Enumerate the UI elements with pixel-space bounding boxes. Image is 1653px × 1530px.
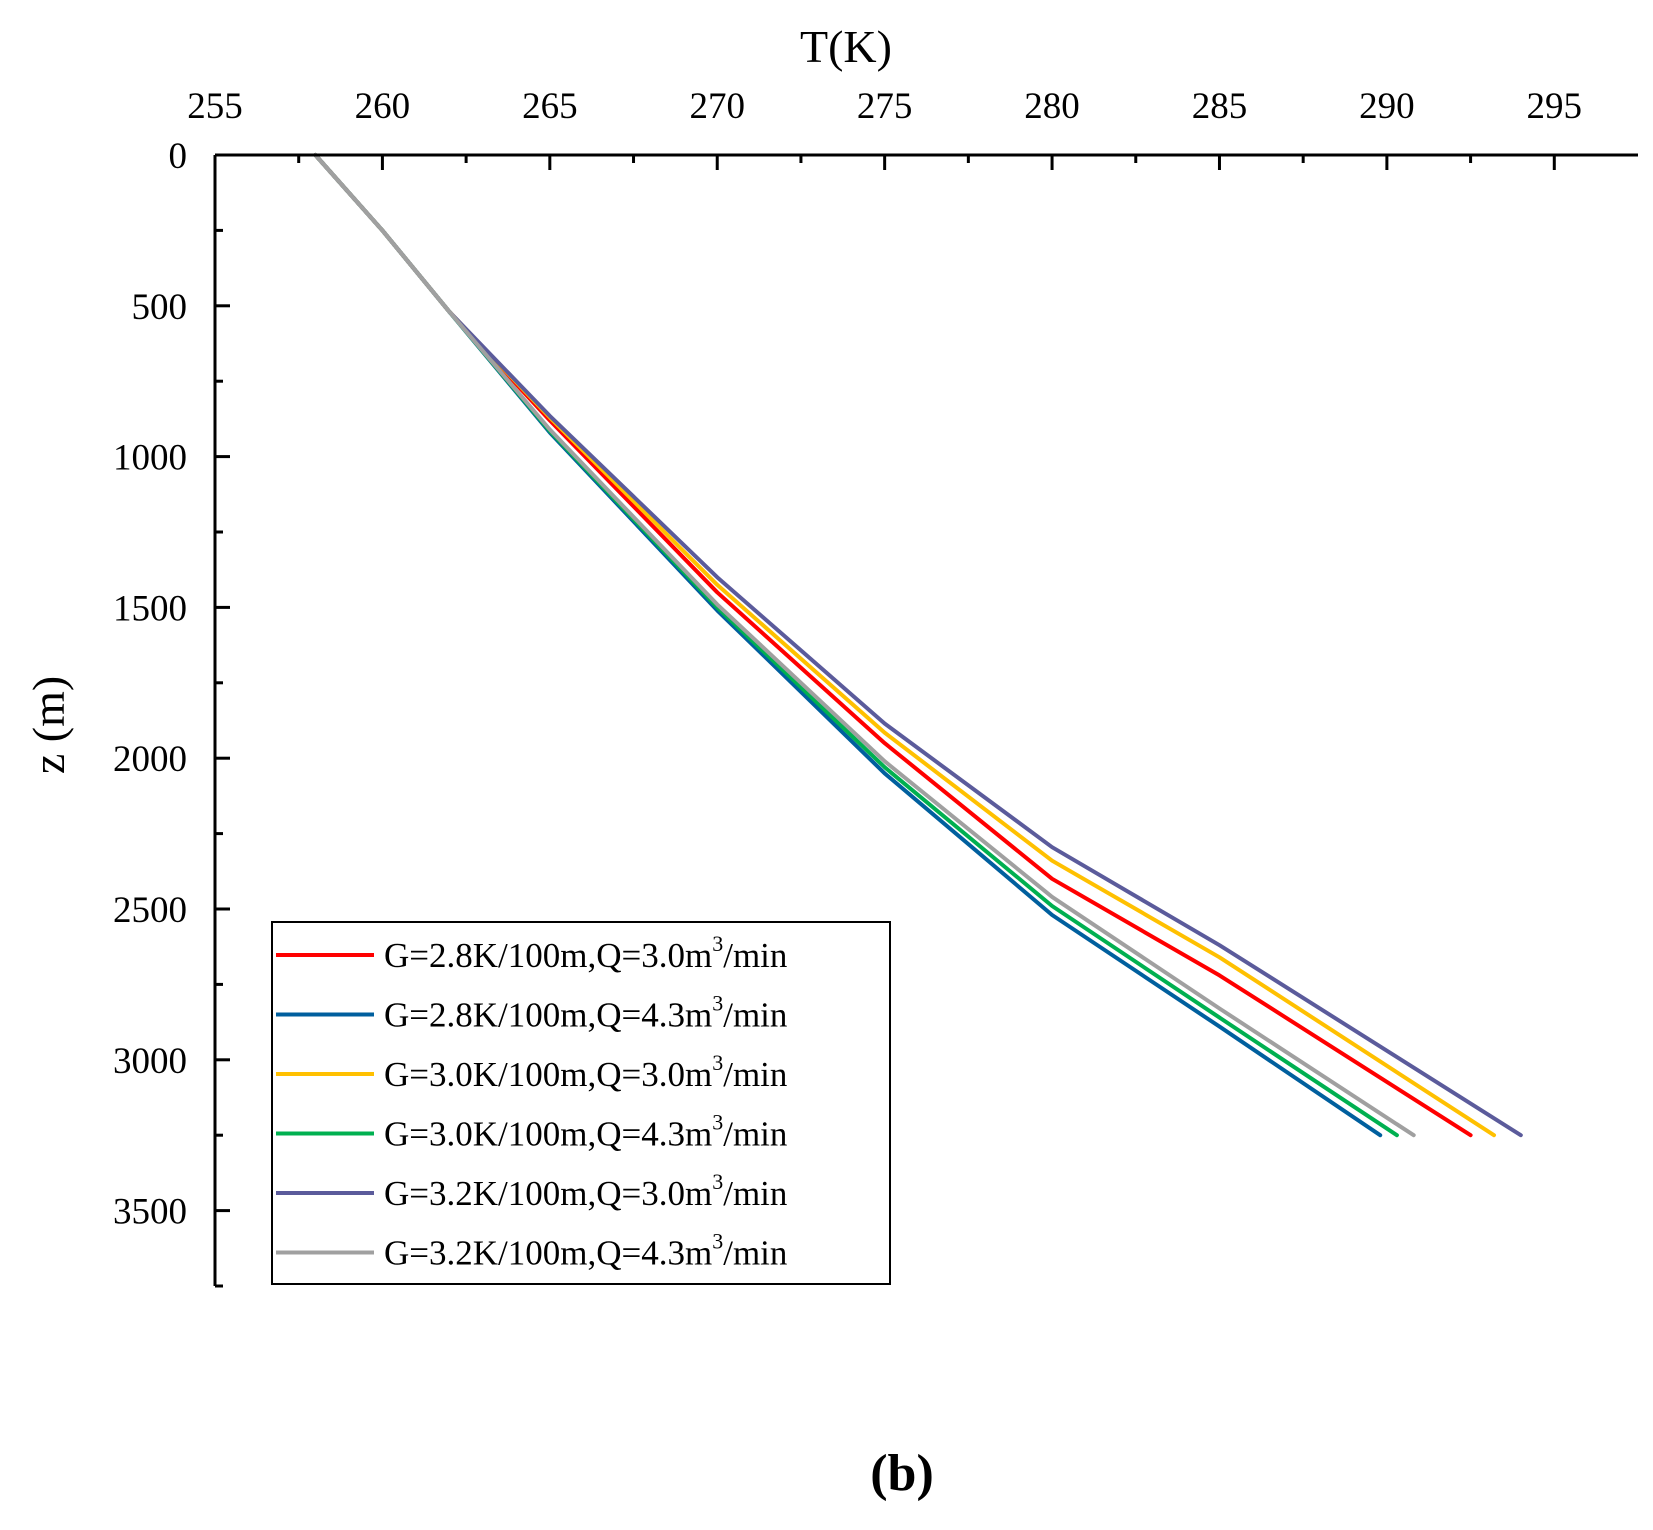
y-tick-label: 2500	[113, 890, 187, 931]
legend-label: G=2.8K/100m,Q=3.0m3/min	[384, 931, 787, 975]
axes-layer: 255 260 265 270 275 280 285 290 295 0 500 1000 1500 2…	[113, 86, 1638, 1288]
legend-label: G=3.2K/100m,Q=4.3m3/min	[384, 1229, 787, 1273]
y-tick-label: 0	[169, 136, 188, 177]
legend-label-main: G=3.0K/100m,Q=4.3m	[384, 1115, 712, 1154]
x-tick-label: 270	[689, 86, 745, 127]
x-tick-label: 275	[857, 86, 913, 127]
y-tick-label: 2000	[113, 739, 187, 780]
x-axis-title: T(K)	[800, 21, 892, 72]
legend: G=2.8K/100m,Q=3.0m3/minG=2.8K/100m,Q=4.3…	[271, 921, 891, 1285]
legend-label-main: G=2.8K/100m,Q=4.3m	[384, 996, 712, 1035]
legend-label-main: G=3.2K/100m,Q=3.0m	[384, 1174, 712, 1213]
legend-label-superscript: 3	[712, 991, 723, 1016]
legend-label-tail: /min	[723, 996, 787, 1035]
y-tick-label: 1500	[113, 588, 187, 629]
y-tick-label: 3500	[113, 1192, 187, 1233]
legend-label-main: G=2.8K/100m,Q=3.0m	[384, 936, 712, 975]
legend-label-main: G=3.2K/100m,Q=4.3m	[384, 1234, 712, 1273]
series-layer	[313, 153, 1523, 1138]
legend-label-superscript: 3	[712, 1050, 723, 1075]
y-axis-title: z (m)	[23, 676, 74, 774]
y-tick-label: 1000	[113, 438, 187, 479]
x-tick-label: 280	[1024, 86, 1080, 127]
legend-label: G=3.2K/100m,Q=3.0m3/min	[384, 1169, 787, 1213]
legend-label-tail: /min	[723, 1055, 787, 1094]
x-tick-label: 260	[355, 86, 411, 127]
legend-label: G=3.0K/100m,Q=4.3m3/min	[384, 1110, 787, 1154]
legend-label-superscript: 3	[712, 1229, 723, 1254]
x-tick-label: 295	[1527, 86, 1583, 127]
legend-label-superscript: 3	[712, 1110, 723, 1135]
legend-label: G=3.0K/100m,Q=3.0m3/min	[384, 1050, 787, 1094]
legend-label: G=2.8K/100m,Q=4.3m3/min	[384, 991, 787, 1035]
x-tick-label: 285	[1192, 86, 1248, 127]
legend-label-superscript: 3	[712, 1169, 723, 1194]
y-tick-label: 500	[132, 287, 188, 328]
legend-label-tail: /min	[723, 1234, 787, 1273]
x-tick-label: 255	[187, 86, 243, 127]
legend-label-tail: /min	[723, 1174, 787, 1213]
legend-frame	[271, 921, 891, 1285]
y-tick-label: 3000	[113, 1041, 187, 1082]
figure-caption: (b)	[870, 1445, 934, 1502]
x-tick-label: 265	[522, 86, 578, 127]
legend-label-tail: /min	[723, 936, 787, 975]
legend-label-tail: /min	[723, 1115, 787, 1154]
legend-label-main: G=3.0K/100m,Q=3.0m	[384, 1055, 712, 1094]
legend-label-superscript: 3	[712, 931, 723, 956]
series-line	[313, 153, 1416, 1138]
x-tick-label: 290	[1359, 86, 1415, 127]
